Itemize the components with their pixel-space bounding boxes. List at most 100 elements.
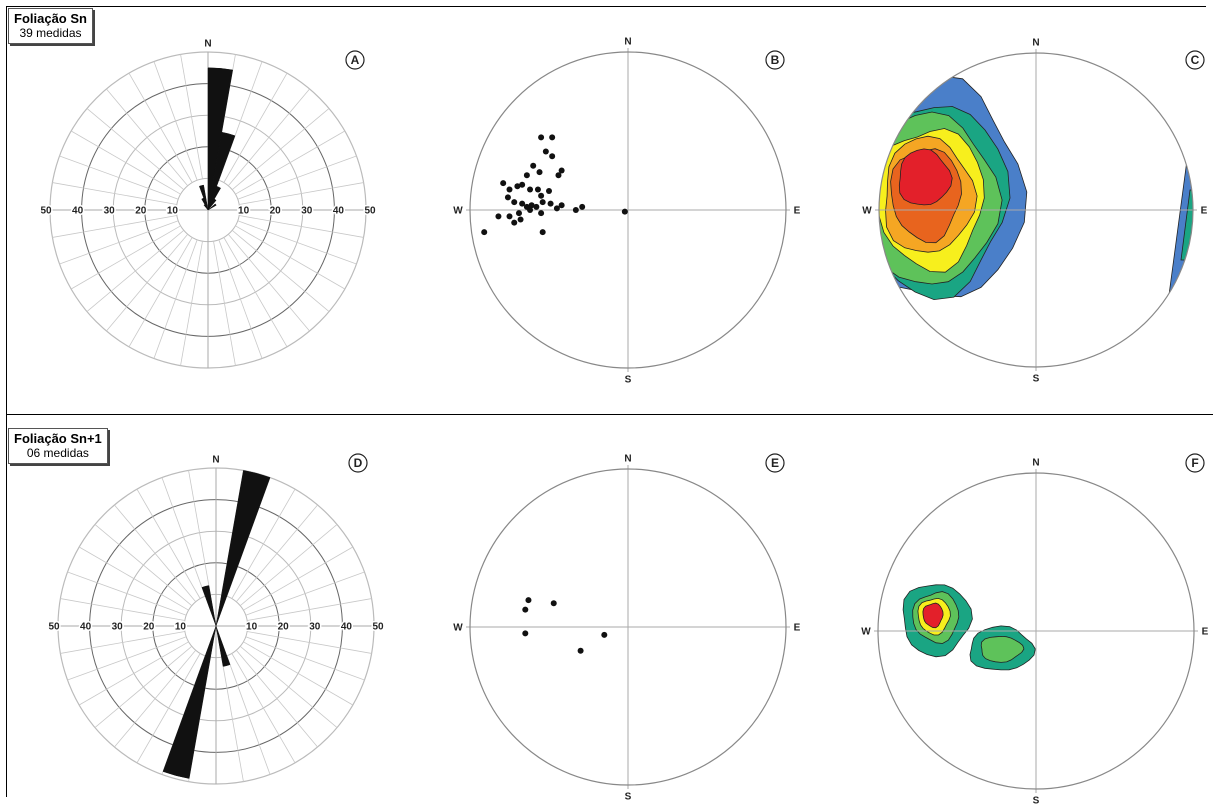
rose-radial (231, 653, 296, 764)
rose-scale-label: 40 (72, 206, 84, 217)
pole-point (579, 203, 586, 210)
rose-scale-label: 40 (333, 206, 345, 217)
rose-diagram-a (49, 51, 367, 369)
pole-point (546, 188, 552, 195)
rose-radial (235, 130, 346, 195)
panel-letter: D (354, 456, 363, 470)
compass-north-label: N (212, 455, 219, 466)
rose-radial (247, 598, 372, 621)
pole-point (527, 207, 534, 213)
rose-radial (67, 636, 187, 681)
section-count: 39 medidas (19, 26, 82, 40)
pole-point (506, 186, 513, 193)
rose-scale-label: 10 (175, 622, 187, 633)
rose-radial (245, 571, 365, 616)
panel-letter: A (351, 53, 360, 67)
panel-letter-badge (765, 50, 785, 70)
pole-point (504, 194, 511, 201)
compass-north-label: N (624, 454, 631, 465)
rose-radial (59, 155, 179, 200)
pole-point (511, 199, 518, 206)
compass-north-label: N (1032, 38, 1039, 49)
compass-north-label: N (204, 39, 211, 50)
pole-point (511, 219, 518, 226)
pole-point (542, 148, 549, 155)
pole-point (519, 181, 526, 188)
primitive-circle (469, 51, 787, 369)
panel-letter-badge (345, 50, 365, 70)
pole-point (515, 210, 522, 217)
rose-scale-label: 20 (278, 622, 290, 633)
stereonet-c (875, 49, 1197, 371)
compass-south-label: S (1033, 374, 1040, 385)
rose-radial (243, 546, 354, 611)
rose-radial (237, 155, 357, 200)
rose-scale-label: 10 (238, 206, 250, 217)
rose-radial (239, 646, 338, 728)
compass-west-label: W (453, 623, 463, 634)
pole-point (621, 208, 628, 215)
compass-east-label: E (1201, 206, 1208, 217)
section-title: Foliação Sn (14, 11, 87, 26)
rose-radial (52, 215, 177, 238)
contour-level (1168, 159, 1193, 296)
rose-radial (153, 239, 198, 359)
rose-radial (128, 237, 193, 348)
rose-scale-label: 10 (246, 622, 258, 633)
pole-point (558, 202, 565, 209)
panel-letter-badge (765, 453, 785, 473)
rose-radial (239, 524, 338, 606)
section-count: 06 medidas (26, 446, 89, 460)
pole-point (522, 606, 529, 613)
rose-radial (70, 225, 181, 290)
rose-petal (203, 204, 209, 211)
stereonet-f (874, 469, 1198, 793)
rose-radial (236, 649, 318, 748)
section-label-sn1: Foliação Sn+1 06 medidas (8, 428, 108, 464)
rose-radial (239, 182, 364, 205)
rose-radial (180, 54, 203, 179)
rose-radial (226, 655, 271, 775)
pole-point (601, 631, 608, 638)
rose-radial (231, 230, 330, 312)
pole-point (527, 186, 534, 193)
rose-radial (59, 220, 179, 265)
rose-petal (201, 585, 217, 627)
rose-radial (223, 237, 288, 348)
pole-point (533, 203, 540, 210)
rose-radial (70, 130, 181, 195)
rose-radial (86, 108, 185, 190)
pole-point (530, 162, 537, 169)
compass-west-label: W (861, 627, 871, 638)
pole-point (553, 205, 560, 212)
rose-radial (237, 220, 357, 265)
pole-point (536, 169, 543, 176)
pole-point (519, 200, 526, 207)
rose-radial (114, 504, 196, 603)
rose-radial (106, 88, 188, 187)
contour-level (922, 602, 944, 629)
rose-radial (136, 653, 201, 764)
compass-east-label: E (794, 623, 801, 634)
rose-radial (247, 631, 372, 654)
rose-radial (114, 649, 196, 748)
rose-scale-label: 30 (309, 622, 321, 633)
rose-radial (236, 504, 318, 603)
pole-point (525, 597, 532, 604)
compass-south-label: S (1033, 796, 1040, 804)
rose-radial (128, 72, 193, 183)
rose-scale-label: 50 (40, 206, 52, 217)
rose-scale-label: 50 (48, 622, 60, 633)
rose-radial (136, 488, 201, 599)
pole-point (558, 167, 565, 174)
rose-petal (215, 625, 231, 667)
pole-point (538, 192, 545, 199)
rose-radial (67, 571, 187, 616)
rose-radial (188, 470, 211, 595)
pole-point (517, 216, 524, 223)
rose-scale-label: 30 (301, 206, 313, 217)
rose-radial (106, 233, 188, 332)
rose-radial (228, 233, 310, 332)
pole-point (538, 210, 545, 217)
rose-scale-label: 20 (135, 206, 147, 217)
